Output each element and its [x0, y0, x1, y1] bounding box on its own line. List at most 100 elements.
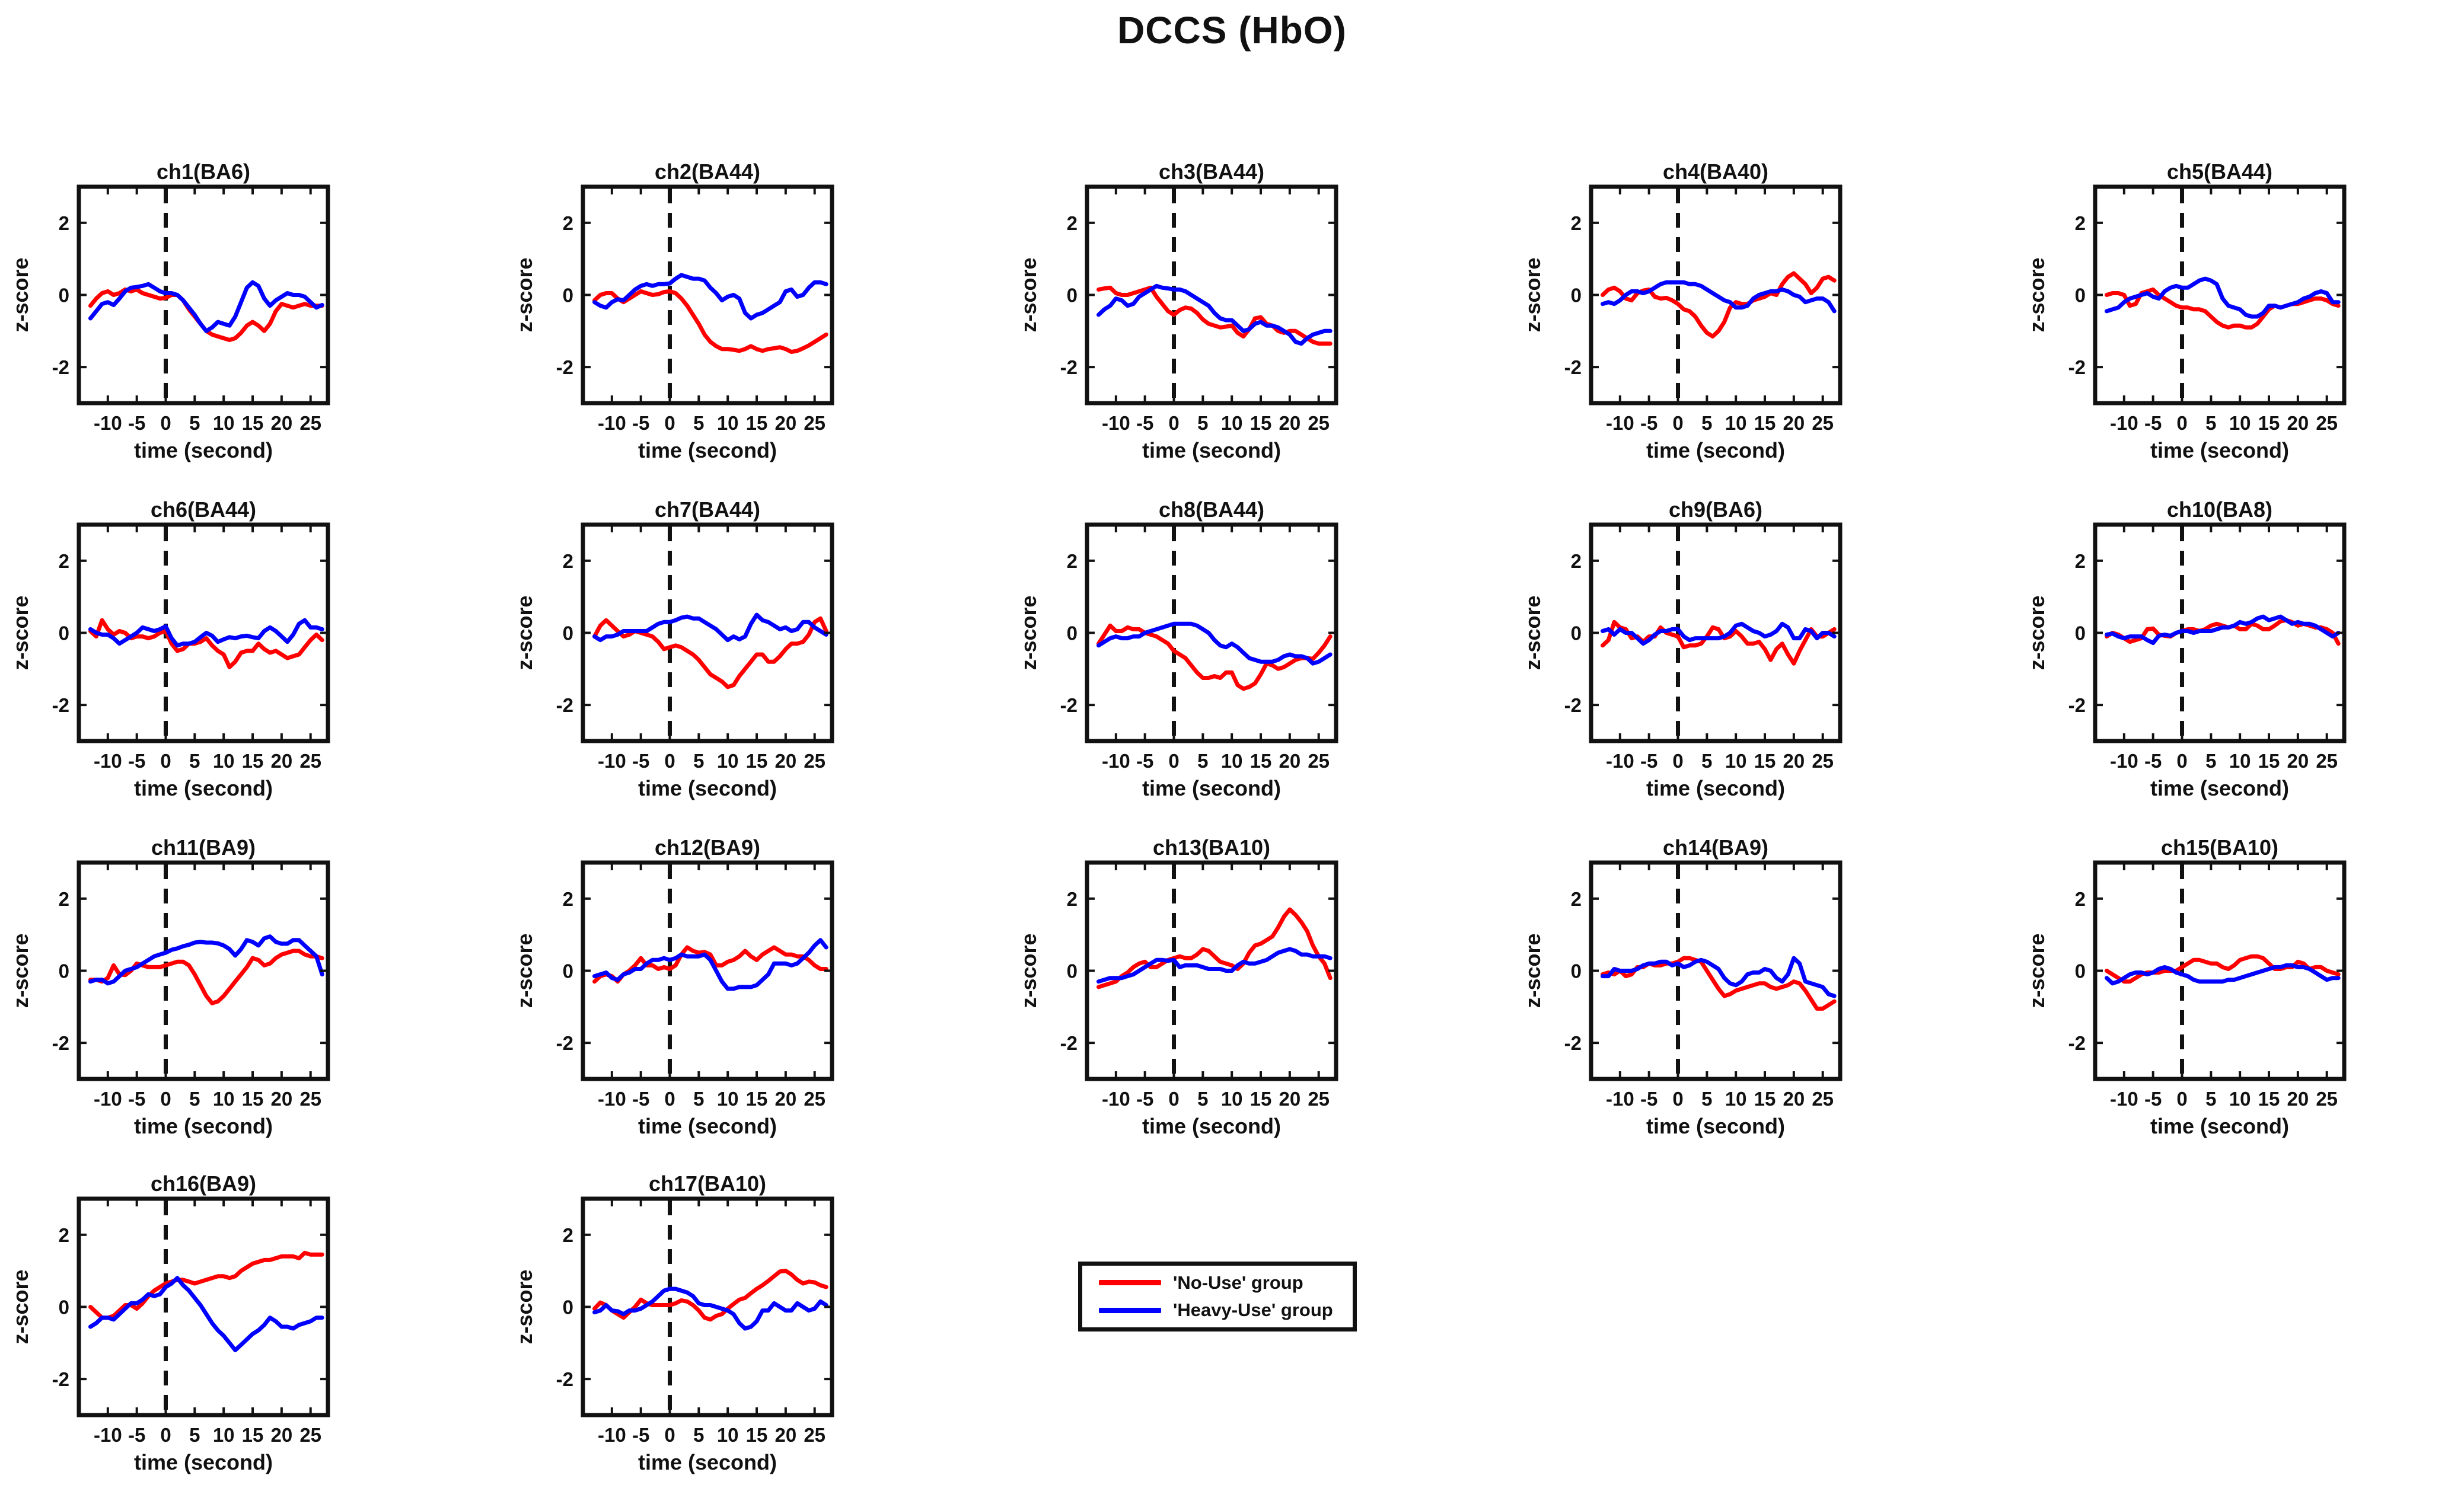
x-tick-label: 15 — [242, 1424, 264, 1446]
x-axis-label: time (second) — [134, 438, 273, 462]
x-tick-label: -5 — [128, 412, 145, 434]
y-axis-label: z-score — [512, 257, 537, 332]
y-axis-label: z-score — [8, 257, 33, 332]
x-tick-label: 5 — [189, 1424, 200, 1446]
x-tick-label: 15 — [1754, 1088, 1776, 1110]
y-tick-label: -2 — [52, 356, 69, 378]
legend-item-no-use: 'No-Use' group — [1099, 1272, 1353, 1294]
x-tick-label: -10 — [598, 1424, 626, 1446]
x-tick-label: -10 — [94, 1424, 122, 1446]
x-tick-label: 20 — [1279, 412, 1301, 434]
x-tick-label: 15 — [1754, 750, 1776, 772]
y-axis-label: z-score — [1016, 257, 1041, 332]
x-tick-label: 5 — [1701, 1088, 1712, 1110]
x-tick-label: 0 — [664, 1088, 675, 1110]
x-tick-label: 0 — [160, 1424, 171, 1446]
x-tick-label: -10 — [1606, 412, 1634, 434]
x-tick-label: -10 — [1102, 750, 1130, 772]
x-tick-label: 15 — [1250, 1088, 1272, 1110]
no-use-line — [1601, 271, 1837, 339]
x-tick-label: 25 — [1308, 750, 1330, 772]
subplot-title: ch16(BA9) — [151, 1172, 256, 1196]
x-tick-label: 15 — [746, 1424, 768, 1446]
y-tick-label: -2 — [52, 1368, 69, 1390]
x-tick-label: 0 — [1168, 412, 1179, 434]
x-tick-label: -5 — [1640, 750, 1657, 772]
x-tick-label: 25 — [299, 750, 321, 772]
x-tick-label: 0 — [160, 1088, 171, 1110]
x-tick-label: 10 — [213, 1088, 235, 1110]
y-tick-label: 0 — [1067, 622, 1078, 644]
legend: 'No-Use' group 'Heavy-Use' group — [1078, 1262, 1357, 1331]
y-tick-label: 2 — [2075, 550, 2086, 572]
x-tick-label: 25 — [299, 412, 321, 434]
x-tick-label: 25 — [1812, 1088, 1834, 1110]
x-tick-label: 5 — [2205, 1088, 2216, 1110]
y-tick-label: 0 — [563, 960, 573, 982]
x-tick-label: 15 — [242, 412, 264, 434]
x-axis-label: time (second) — [1142, 776, 1281, 800]
x-tick-label: 20 — [271, 1424, 293, 1446]
heavy-use-line — [1601, 621, 1837, 646]
y-axis-label: z-score — [1016, 595, 1041, 670]
y-axis-label: z-score — [8, 933, 33, 1008]
x-tick-label: 15 — [746, 412, 768, 434]
x-axis-label: time (second) — [134, 1114, 273, 1138]
y-tick-label: -2 — [1060, 694, 1078, 716]
x-axis-label: time (second) — [134, 776, 273, 800]
x-tick-label: 15 — [242, 750, 264, 772]
x-tick-label: -5 — [632, 1088, 649, 1110]
x-tick-label: 10 — [2229, 412, 2251, 434]
x-tick-label: 5 — [189, 750, 200, 772]
x-tick-label: 20 — [2287, 750, 2309, 772]
x-tick-label: 25 — [2316, 412, 2338, 434]
y-tick-label: 2 — [1571, 550, 1582, 572]
x-tick-label: 15 — [2258, 750, 2280, 772]
y-tick-label: 0 — [563, 622, 573, 644]
subplot-title: ch15(BA10) — [2161, 836, 2278, 860]
subplot-title: ch7(BA44) — [655, 498, 760, 522]
x-tick-label: -10 — [1102, 1088, 1130, 1110]
x-tick-label: 25 — [1308, 1088, 1330, 1110]
x-tick-label: -10 — [598, 1088, 626, 1110]
x-tick-label: -10 — [1102, 412, 1130, 434]
x-tick-label: 5 — [1197, 412, 1208, 434]
x-axis-label: time (second) — [638, 776, 777, 800]
x-tick-label: 15 — [1250, 412, 1272, 434]
figure-title: DCCS (HbO) — [1117, 9, 1347, 52]
y-axis-label: z-score — [512, 595, 537, 670]
x-tick-label: 10 — [1221, 750, 1243, 772]
x-tick-label: 15 — [2258, 412, 2280, 434]
subplot-title: ch2(BA44) — [655, 160, 760, 184]
y-tick-label: 2 — [563, 550, 573, 572]
y-tick-label: -2 — [1564, 1032, 1582, 1054]
heavy-use-line — [1601, 280, 1837, 314]
heavy-use-line — [88, 280, 324, 333]
x-tick-label: 10 — [1725, 1088, 1747, 1110]
y-tick-label: -2 — [1060, 1032, 1078, 1054]
y-tick-label: 2 — [59, 888, 69, 910]
x-tick-label: 10 — [213, 750, 235, 772]
x-tick-label: 0 — [160, 750, 171, 772]
heavy-use-line — [1096, 283, 1333, 346]
x-tick-label: 0 — [160, 412, 171, 434]
no-use-line — [592, 945, 828, 984]
y-tick-label: -2 — [52, 694, 69, 716]
x-axis-label: time (second) — [638, 1114, 777, 1138]
x-tick-label: 5 — [693, 412, 704, 434]
x-tick-label: 20 — [271, 750, 293, 772]
heavy-use-line — [592, 273, 828, 321]
x-axis-label: time (second) — [1646, 776, 1785, 800]
y-tick-label: 0 — [563, 1297, 573, 1318]
subplot-title: ch10(BA8) — [2167, 498, 2272, 522]
x-tick-label: 20 — [271, 1088, 293, 1110]
no-use-line — [1096, 623, 1333, 691]
x-tick-label: -10 — [1606, 1088, 1634, 1110]
heavy-use-line — [1096, 947, 1333, 984]
